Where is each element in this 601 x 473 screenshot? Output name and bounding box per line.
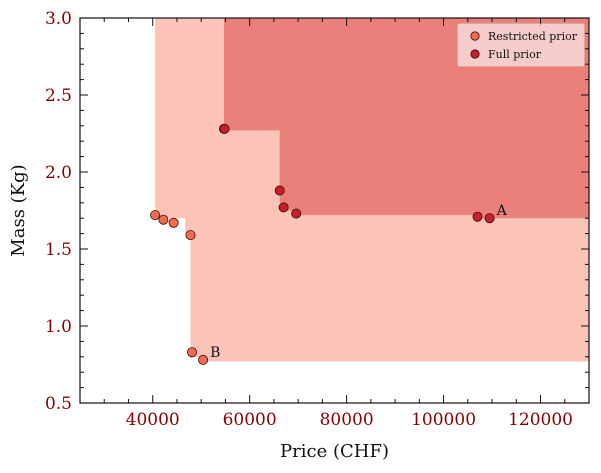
data-point bbox=[158, 214, 169, 225]
x-tick-label: 60000 bbox=[223, 410, 277, 430]
x-tick-label: 80000 bbox=[320, 410, 374, 430]
y-tick-label: 1.5 bbox=[45, 240, 72, 260]
legend-marker bbox=[470, 49, 480, 59]
legend-marker bbox=[470, 31, 480, 41]
y-tick-label: 0.5 bbox=[45, 394, 72, 414]
data-point bbox=[484, 213, 495, 224]
annotation-label: A bbox=[496, 203, 508, 219]
x-axis-ticks: 40000 60000 80000 100000 120000 bbox=[79, 18, 590, 430]
legend-box bbox=[457, 23, 585, 67]
x-tick-label: 100000 bbox=[411, 410, 476, 430]
legend-label: Restricted prior bbox=[488, 30, 578, 43]
y-tick-label: 2.0 bbox=[45, 163, 72, 183]
plot-frame bbox=[79, 17, 590, 404]
prior-regions bbox=[155, 18, 589, 362]
y-axis-ticks: 0.5 1.0 1.5 2.0 2.5 3.0 bbox=[45, 9, 589, 414]
y-axis-label: Mass (Kg) bbox=[8, 164, 29, 256]
data-point bbox=[291, 208, 302, 219]
data-point bbox=[186, 347, 197, 358]
x-tick-label: 120000 bbox=[508, 410, 573, 430]
y-tick-label: 3.0 bbox=[45, 9, 72, 29]
annotation-label: B bbox=[210, 345, 220, 361]
region-full-prior bbox=[224, 18, 589, 219]
x-tick-label: 40000 bbox=[126, 410, 180, 430]
legend-label: Full prior bbox=[488, 48, 542, 61]
data-point bbox=[278, 202, 289, 213]
data-point bbox=[168, 217, 179, 228]
data-points bbox=[150, 123, 495, 365]
point-annotations: AB bbox=[210, 203, 508, 361]
data-point bbox=[274, 185, 285, 196]
data-point bbox=[219, 123, 230, 134]
data-point bbox=[150, 210, 161, 221]
y-tick-label: 2.5 bbox=[45, 86, 72, 106]
data-point bbox=[185, 230, 196, 241]
data-point bbox=[472, 211, 483, 222]
x-axis-label: Price (CHF) bbox=[280, 441, 389, 462]
legend: Restricted prior Full prior bbox=[457, 23, 585, 67]
y-tick-label: 1.0 bbox=[45, 317, 72, 337]
data-point bbox=[198, 354, 209, 365]
